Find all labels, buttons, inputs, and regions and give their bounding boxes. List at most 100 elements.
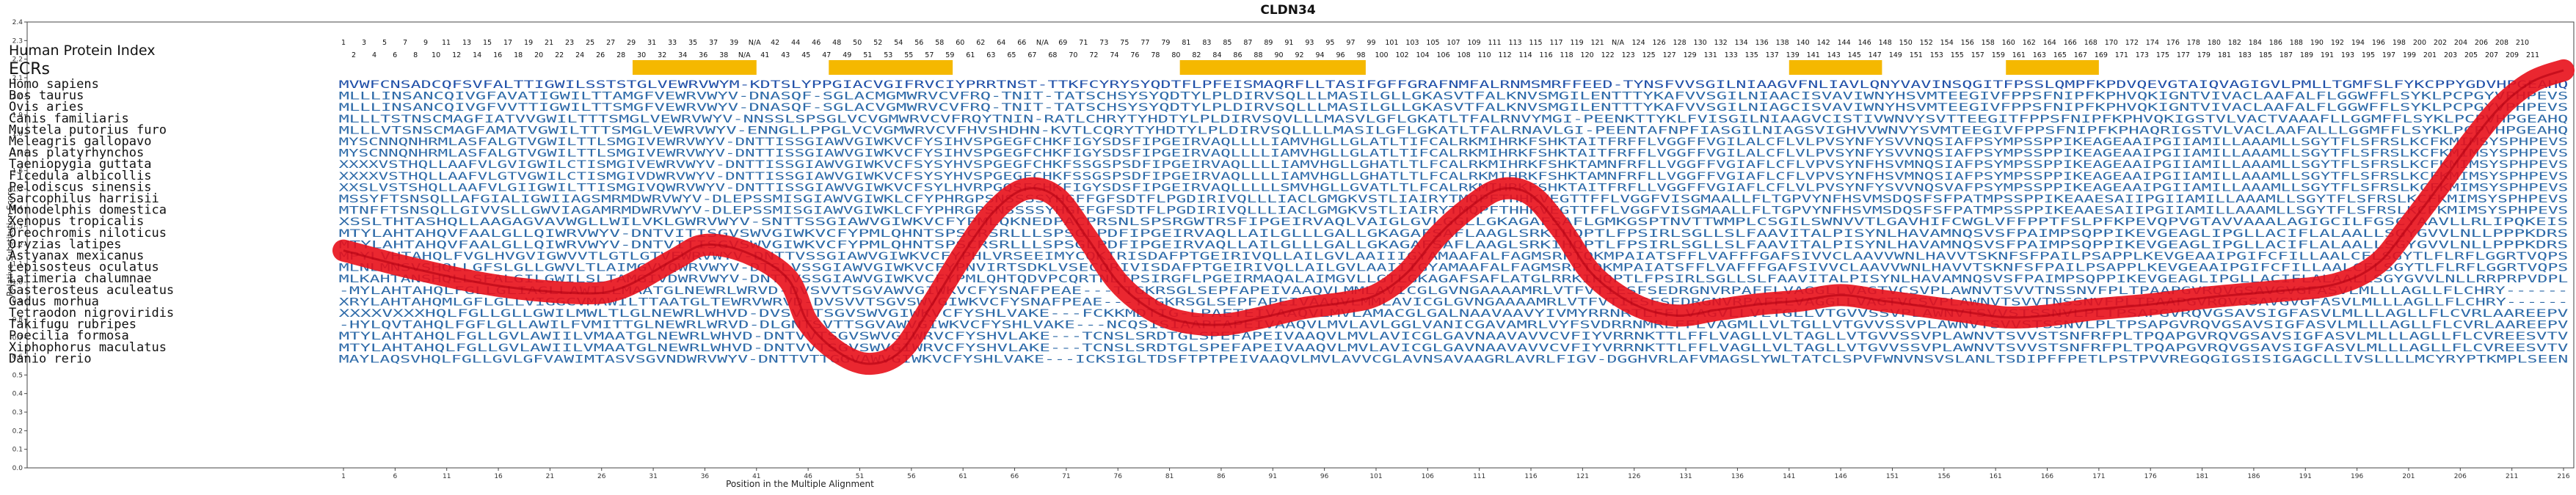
- human-index-even: 173: [2136, 51, 2149, 59]
- human-index-odd: 136: [1755, 39, 1769, 47]
- species-label: Taeniopygia guttata: [9, 157, 151, 172]
- sequence-row: MLKAHTANSHQLLSFALGILGWILSLTAMGIVDWRVWYV-…: [339, 274, 2569, 285]
- y-tick-label: 0.1: [12, 447, 23, 454]
- sequence-row: MLLLINSANCQIVGFVVTTIGWILTTSMGFVEWRVWYV-D…: [339, 102, 2569, 114]
- x-tick-label: 176: [2144, 473, 2157, 480]
- human-index-even: 155: [1951, 51, 1964, 59]
- sequence-row: MTYLAHTAHQVFAALGLLQIWRVWYV-DNTVITISGVSWV…: [339, 239, 2569, 251]
- species-label: Oreochromis niloticus: [9, 226, 167, 241]
- x-tick-label: 216: [2557, 473, 2569, 480]
- human-index-even: 18: [514, 51, 523, 59]
- human-index-even: 123: [1622, 51, 1635, 59]
- human-index-even: 68: [1048, 51, 1057, 59]
- x-tick-label: 96: [1320, 473, 1329, 480]
- human-index-even: 38: [719, 51, 728, 59]
- human-index-even: 110: [1478, 51, 1491, 59]
- species-label: Xiphophorus maculatus: [9, 340, 167, 355]
- human-index-odd: 42: [771, 39, 779, 47]
- human-index-odd: 150: [1899, 39, 1913, 47]
- species-label: Xenopus tropicalis: [9, 214, 144, 229]
- human-index-odd: 202: [2434, 39, 2447, 47]
- human-index-odd: 17: [503, 39, 512, 47]
- sequence-row: MTYLAHTAHQLFGLLGVLAWIILVMAATGLNEWRLWHVD-…: [339, 331, 2569, 342]
- human-index-odd: 50: [853, 39, 862, 47]
- species-label: Ovis aries: [9, 100, 84, 114]
- x-tick-label: 61: [958, 473, 967, 480]
- human-index-odd: 198: [2393, 39, 2406, 47]
- y-tick-label: 1.8: [12, 131, 23, 138]
- y-tick-label: 0.3: [12, 409, 23, 417]
- sequence-row: MTYLAHTAHQLFGLLGVLAWIILVMAATGLNEWRLWHVD-…: [339, 342, 2569, 354]
- human-index-odd: 64: [997, 39, 1005, 47]
- x-tick-label: 111: [1473, 473, 1485, 480]
- human-index-odd: 69: [1058, 39, 1067, 47]
- human-index-odd: 126: [1653, 39, 1666, 47]
- x-tick-label: 66: [1011, 473, 1019, 480]
- y-tick-label: 0.7: [12, 335, 23, 342]
- x-tick-label: 56: [907, 473, 916, 480]
- y-axis-label: Relative Substitution Score: [5, 187, 15, 296]
- human-index-odd: 23: [565, 39, 574, 47]
- human-index-even: 151: [1910, 51, 1923, 59]
- sequence-row: MPYLVHTAHQLFVGLHVGVIGWVVTLGTLGTVEWRVWYV-…: [339, 251, 2569, 263]
- human-index-odd: 31: [647, 39, 656, 47]
- x-tick-label: 131: [1679, 473, 1692, 480]
- x-tick-label: 151: [1886, 473, 1899, 480]
- sequence-row: MVWFCNSADCQFSVFALTTIGWILSSTSTGLVEWRVWYM-…: [339, 79, 2569, 91]
- human-index-odd: 97: [1346, 39, 1355, 47]
- human-index-odd: N/A: [749, 39, 761, 47]
- human-index-even: 90: [1274, 51, 1283, 59]
- human-index-even: 14: [473, 51, 481, 59]
- human-index-even: 135: [1745, 51, 1758, 59]
- y-tick-label: 2.3: [12, 37, 23, 45]
- human-index-odd: 194: [2351, 39, 2365, 47]
- human-index-even: 76: [1130, 51, 1139, 59]
- human-index-odd: 119: [1570, 39, 1583, 47]
- x-tick-label: 211: [2506, 473, 2518, 480]
- human-index-odd: 154: [1940, 39, 1954, 47]
- human-index-odd: 75: [1120, 39, 1129, 47]
- species-label: Meleagris gallopavo: [9, 134, 151, 149]
- human-index-even: 24: [575, 51, 584, 59]
- human-index-even: 108: [1457, 51, 1470, 59]
- human-index-even: 163: [2033, 51, 2046, 59]
- human-index-even: 153: [1930, 51, 1943, 59]
- human-index-odd: 128: [1673, 39, 1687, 47]
- human-index-even: 185: [2259, 51, 2272, 59]
- human-index-even: 114: [1519, 51, 1532, 59]
- human-index-even: 122: [1601, 51, 1615, 59]
- human-index-odd: 27: [606, 39, 615, 47]
- human-index-even: 36: [699, 51, 707, 59]
- human-index-odd: 107: [1447, 39, 1460, 47]
- x-tick-label: 86: [1217, 473, 1226, 480]
- human-index-even: 159: [1992, 51, 2005, 59]
- human-index-even: 16: [493, 51, 502, 59]
- human-index-even: 145: [1848, 51, 1861, 59]
- human-index-even: 116: [1540, 51, 1553, 59]
- species-label: Danio rerio: [9, 351, 92, 366]
- human-index-odd: 7: [403, 39, 407, 47]
- y-tick-label: 1.7: [12, 149, 23, 156]
- human-index-even: 127: [1663, 51, 1676, 59]
- ecr-bar: [2006, 60, 2099, 75]
- x-tick-label: 6: [393, 473, 397, 480]
- y-tick-label: 0.6: [12, 353, 23, 361]
- human-index-odd: 132: [1714, 39, 1728, 47]
- x-tick-label: 186: [2247, 473, 2260, 480]
- human-index-even: 45: [801, 51, 810, 59]
- x-tick-label: 46: [804, 473, 812, 480]
- human-index-even: 169: [2095, 51, 2108, 59]
- human-index-odd: 66: [1017, 39, 1026, 47]
- x-tick-label: 106: [1422, 473, 1434, 480]
- x-tick-label: 201: [2402, 473, 2415, 480]
- human-index-odd: 138: [1776, 39, 1789, 47]
- sequence-row: XXXXVSTHQLLAAFVLGTVGWILCTISMGIVDWRVWYV-D…: [339, 171, 2569, 183]
- human-index-even: 26: [596, 51, 605, 59]
- y-tick-label: 1.9: [12, 112, 23, 120]
- y-tick-label: 1.6: [12, 168, 23, 175]
- human-index-odd: 35: [688, 39, 697, 47]
- ecrs-label: ECRs: [9, 60, 50, 78]
- x-tick-label: 31: [649, 473, 657, 480]
